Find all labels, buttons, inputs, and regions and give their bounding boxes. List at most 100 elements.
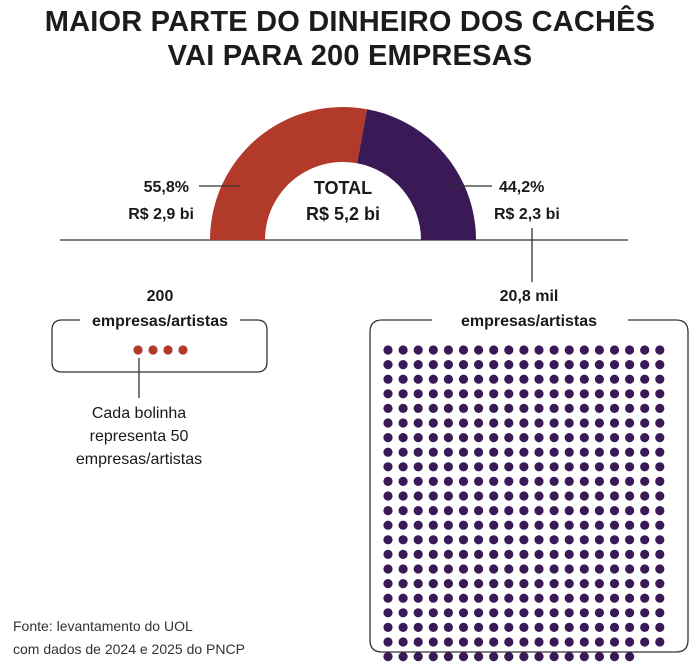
dot-right xyxy=(625,564,635,574)
dot-right xyxy=(534,520,544,530)
dot-right xyxy=(443,608,453,618)
dot-right xyxy=(534,637,544,647)
dot-right xyxy=(413,389,423,399)
chart-title-line2: VAI PARA 200 EMPRESAS xyxy=(167,40,533,72)
dot-right xyxy=(504,652,514,662)
dot-right xyxy=(549,564,559,574)
dot-right xyxy=(609,520,620,530)
dot-right xyxy=(443,476,453,486)
source-line1: Fonte: levantamento do UOL xyxy=(13,618,193,634)
dot-right xyxy=(474,433,484,443)
dot-right xyxy=(383,520,393,530)
dot-right xyxy=(428,374,438,384)
dot-right xyxy=(594,491,605,501)
dot-right xyxy=(519,389,529,399)
dot-right xyxy=(398,476,408,486)
dot-right xyxy=(519,418,529,428)
dot-right xyxy=(579,637,589,647)
dot-right xyxy=(458,403,469,413)
dot-right xyxy=(428,520,438,530)
dot-right xyxy=(413,403,423,413)
dot-right xyxy=(549,462,559,472)
dot-right xyxy=(519,374,529,384)
dot-right xyxy=(413,622,423,633)
dot-right xyxy=(474,520,484,530)
right-group-frame xyxy=(369,319,689,653)
dot-right xyxy=(398,549,408,560)
dot-right xyxy=(489,608,499,618)
dot-right xyxy=(413,345,423,355)
dot-right xyxy=(534,403,544,413)
dot-left xyxy=(133,345,143,355)
dot-right xyxy=(443,403,453,413)
dot-right xyxy=(640,389,650,399)
dot-right xyxy=(504,418,514,428)
dot-right xyxy=(625,549,635,560)
dot-right xyxy=(594,652,605,662)
dot-right xyxy=(625,389,635,399)
dot-right xyxy=(564,622,574,633)
center-label: TOTAL xyxy=(314,178,372,198)
dot-right xyxy=(549,520,559,530)
dot-right xyxy=(609,637,620,647)
dot-right xyxy=(625,345,635,355)
dot-right xyxy=(655,622,665,633)
dot-right xyxy=(474,374,484,384)
dot-right xyxy=(413,652,423,662)
dot-right xyxy=(564,652,574,662)
dot-right xyxy=(428,593,438,603)
dot-right xyxy=(640,535,650,545)
dot-right xyxy=(413,637,423,647)
dot-right xyxy=(428,535,438,545)
dot-right xyxy=(398,622,408,633)
dot-right xyxy=(489,345,499,355)
dot-right xyxy=(413,520,423,530)
dot-right xyxy=(443,491,453,501)
dot-right xyxy=(458,506,469,516)
dot-right xyxy=(504,593,514,603)
dot-right xyxy=(579,418,589,428)
dot-right xyxy=(504,433,514,443)
dot-right xyxy=(474,549,484,560)
dot-right xyxy=(383,622,393,633)
dot-right xyxy=(489,433,499,443)
dot-right xyxy=(398,345,408,355)
dot-right xyxy=(519,491,529,501)
dot-right xyxy=(640,593,650,603)
dot-right xyxy=(474,593,484,603)
dot-right xyxy=(398,374,408,384)
dot-right xyxy=(579,389,589,399)
dot-right xyxy=(489,476,499,486)
dot-right xyxy=(504,389,514,399)
dot-right xyxy=(655,491,665,501)
dot-right xyxy=(383,608,393,618)
dot-right xyxy=(413,491,423,501)
left-dot-group xyxy=(133,345,188,355)
dot-right xyxy=(549,389,559,399)
dot-right xyxy=(549,403,559,413)
dot-right xyxy=(594,520,605,530)
dot-right xyxy=(655,476,665,486)
dot-right xyxy=(519,535,529,545)
dot-left xyxy=(163,345,173,355)
dot-right xyxy=(458,491,469,501)
dot-right xyxy=(549,593,559,603)
dot-right xyxy=(398,360,408,370)
dot-right xyxy=(398,535,408,545)
dot-right xyxy=(594,622,605,633)
dot-right xyxy=(428,403,438,413)
slice-left xyxy=(210,107,368,240)
dot-right xyxy=(383,476,393,486)
slice-right xyxy=(357,109,476,241)
dot-right xyxy=(413,360,423,370)
dot-right xyxy=(579,462,589,472)
dot-right xyxy=(383,360,393,370)
dot-right xyxy=(458,564,469,574)
dot-right xyxy=(383,345,393,355)
dot-right xyxy=(519,403,529,413)
dot-right xyxy=(564,593,574,603)
dot-right xyxy=(564,360,574,370)
dot-right xyxy=(625,520,635,530)
dot-right xyxy=(474,418,484,428)
